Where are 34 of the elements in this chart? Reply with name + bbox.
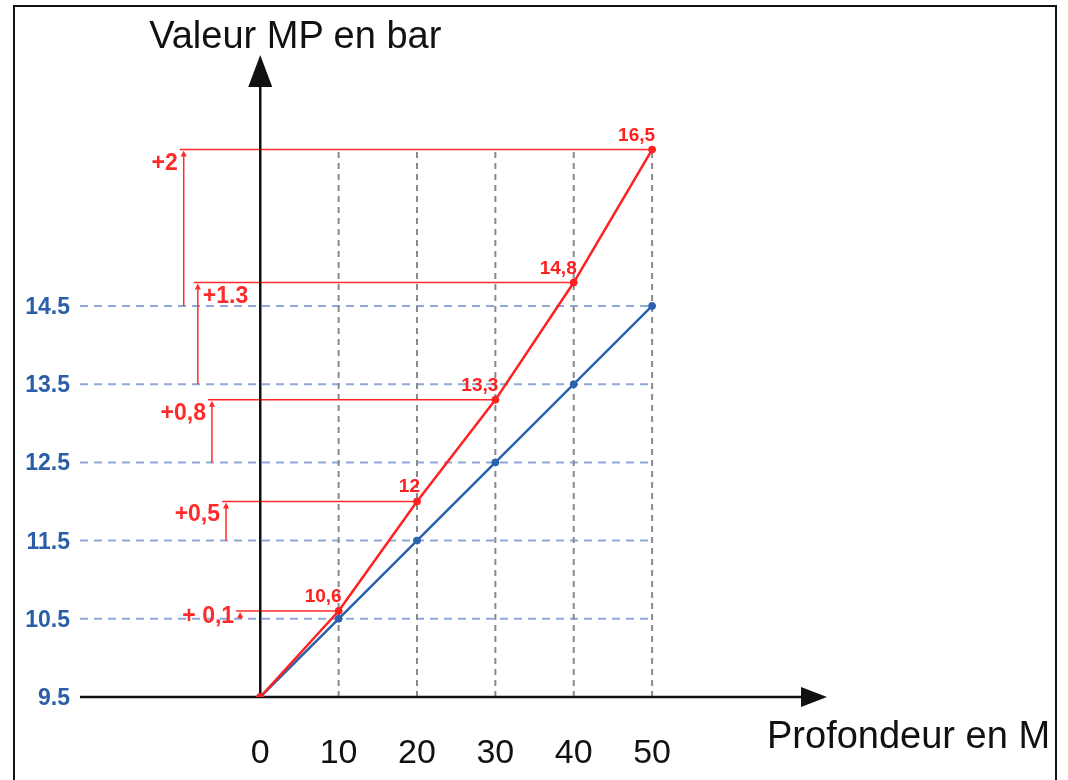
annotation: +0,8	[160, 398, 207, 425]
y-tick-label: 11.5	[26, 527, 71, 554]
point	[334, 606, 343, 615]
data-label: 16,5	[618, 123, 656, 145]
x-tick-label: 0	[250, 732, 270, 770]
data-label: 14,8	[539, 256, 577, 278]
x-tick-label: 20	[398, 732, 436, 770]
y-tick-label: 14.5	[25, 292, 71, 319]
annotation: +0,5	[174, 500, 221, 527]
y-tick-label: 9.5	[38, 684, 71, 710]
point	[412, 497, 421, 506]
y-tick-label: 10.5	[25, 605, 71, 632]
x-axis-title: Profondeur en M	[767, 714, 1051, 756]
point	[569, 278, 578, 287]
x-tick-label: 50	[633, 732, 672, 770]
y-axis-title: Valeur MP en bar	[149, 14, 442, 56]
point	[491, 395, 500, 404]
point	[334, 614, 343, 623]
data-label: 12	[398, 475, 420, 497]
point	[491, 458, 500, 467]
annotation: + 0,1	[182, 601, 235, 628]
x-tick-label: 10	[319, 732, 358, 770]
y-tick-label: 12.5	[25, 449, 71, 476]
annotation: +1.3	[202, 281, 249, 308]
point	[412, 536, 421, 545]
annotation: +2	[151, 148, 178, 175]
data-label: 13,3	[461, 373, 499, 395]
point	[569, 380, 578, 389]
x-tick-label: 40	[554, 732, 593, 770]
point	[648, 145, 657, 154]
data-label: 10,6	[304, 584, 342, 606]
x-tick-label: 30	[476, 732, 515, 770]
point	[648, 301, 657, 310]
y-tick-label: 13.5	[25, 371, 71, 398]
